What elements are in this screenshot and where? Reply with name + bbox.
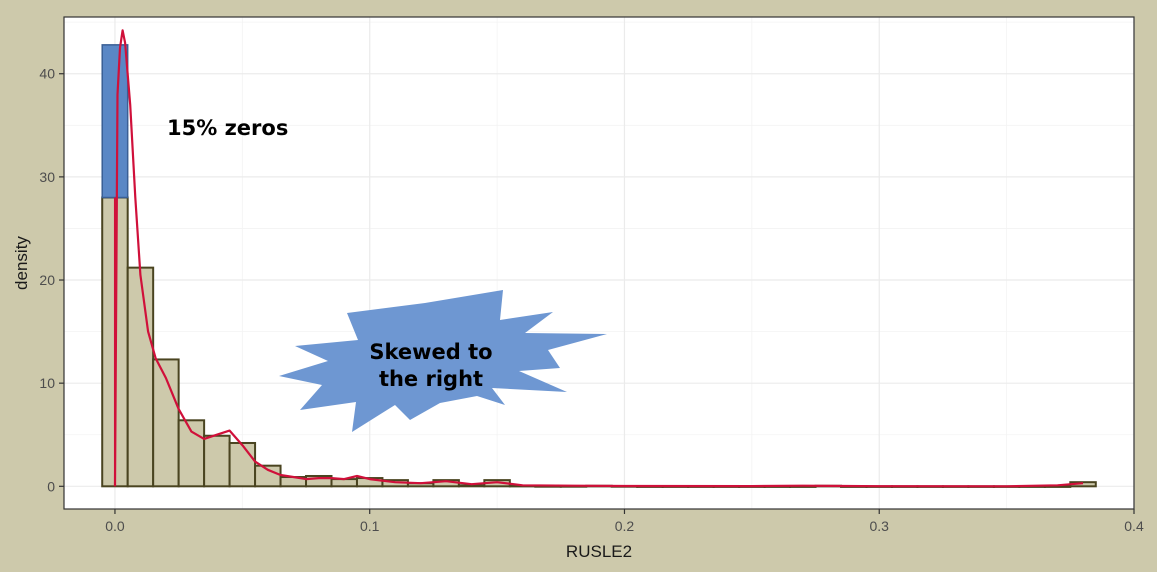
- histogram-bar: [152, 358, 180, 488]
- zeros-bar-group: [101, 44, 129, 199]
- histogram-bar: [203, 434, 231, 488]
- x-tick-label: 0.4: [1124, 518, 1144, 534]
- zeros-bar: [101, 44, 129, 199]
- annotation-skew-line-2: the right: [379, 367, 483, 391]
- x-tick-label: 0.3: [870, 518, 890, 534]
- y-axis-label: density: [12, 236, 31, 290]
- y-tick-label: 20: [39, 272, 55, 288]
- y-tick-label: 10: [39, 375, 55, 391]
- density-curve-group: [113, 29, 1084, 488]
- histogram-bar: [228, 441, 257, 488]
- starburst-shape: [279, 290, 607, 432]
- histogram-bar: [457, 484, 486, 488]
- histogram-bar: [126, 266, 155, 488]
- annotation-zeros: 15% zeros: [167, 116, 288, 140]
- x-axis-ticks: 0.0 0.1 0.2 0.3 0.4: [105, 509, 1144, 534]
- x-axis-label: RUSLE2: [566, 542, 632, 561]
- density-curve: [113, 29, 1084, 488]
- x-tick-label: 0.1: [360, 518, 380, 534]
- panel-border: [63, 16, 1135, 510]
- annotation-starburst: Skewed to the right: [279, 290, 607, 432]
- y-axis-ticks: 0 10 20 30 40: [39, 66, 64, 494]
- annotation-skew-line-1: Skewed to: [369, 340, 492, 364]
- x-tick-label: 0.2: [615, 518, 635, 534]
- y-tick-label: 0: [47, 478, 55, 494]
- x-tick-label: 0.0: [105, 518, 125, 534]
- y-tick-label: 40: [39, 66, 55, 82]
- y-tick-label: 30: [39, 169, 55, 185]
